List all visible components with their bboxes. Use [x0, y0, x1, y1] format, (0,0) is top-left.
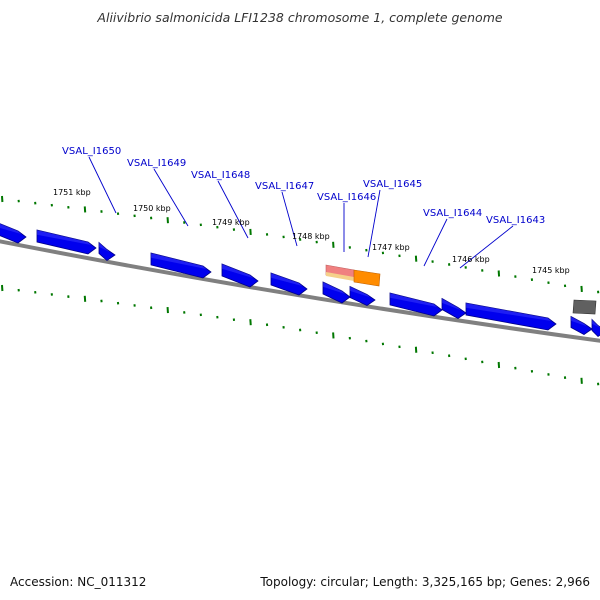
gene-label[interactable]: VSAL_I1649 [127, 158, 186, 169]
gene-label[interactable]: VSAL_I1643 [486, 215, 545, 226]
feature-block-orange[interactable] [353, 269, 381, 287]
feature-track [325, 264, 597, 315]
leader-line [281, 191, 298, 247]
tick-marks [1, 195, 600, 386]
gene-labels: VSAL_I1650 VSAL_I1649 VSAL_I1648 VSAL_I1647… [62, 146, 545, 226]
kbp-label: 1745 kbp [532, 266, 570, 275]
leader-line [217, 180, 249, 239]
gene-arrow[interactable] [389, 292, 443, 317]
gene-arrow[interactable] [322, 281, 351, 304]
leader-line [367, 189, 381, 258]
gene-label[interactable]: VSAL_I1644 [423, 208, 482, 219]
gene-arrow[interactable] [150, 252, 212, 279]
accession-text: Accession: NC_011312 [10, 575, 147, 589]
gene-label[interactable]: VSAL_I1645 [363, 179, 422, 190]
label-leader-lines [88, 156, 514, 269]
kbp-labels: 1751 kbp 1750 kbp 1749 kbp 1748 kbp 1747 kbp… [53, 188, 570, 275]
gene-arrow[interactable] [270, 272, 308, 296]
kbp-label: 1746 kbp [452, 255, 490, 264]
gene-arrow[interactable] [441, 297, 467, 319]
gene-arrow[interactable] [36, 229, 97, 255]
kbp-label: 1751 kbp [53, 188, 91, 197]
gene-arrow[interactable] [465, 302, 557, 331]
chromosome-backbone [0, 239, 600, 343]
gene-label[interactable]: VSAL_I1646 [317, 192, 376, 203]
gene-arrow[interactable] [591, 318, 600, 338]
kbp-label: 1747 kbp [372, 243, 410, 252]
kbp-label: 1749 kbp [212, 218, 250, 227]
gene-arrow[interactable] [98, 241, 116, 262]
leader-line [459, 225, 514, 269]
gene-track [0, 222, 600, 338]
feature-block-yellow[interactable] [326, 272, 354, 281]
gene-label[interactable]: VSAL_I1650 [62, 146, 121, 157]
gene-arrow[interactable] [221, 263, 259, 288]
feature-block-gray[interactable] [572, 299, 597, 315]
summary-text: Topology: circular; Length: 3,325,165 bp… [260, 575, 590, 589]
leader-line [423, 218, 448, 267]
kbp-label: 1748 kbp [292, 232, 330, 241]
kbp-label: 1750 kbp [133, 204, 171, 213]
gene-label[interactable]: VSAL_I1648 [191, 170, 250, 181]
leader-line [88, 156, 117, 214]
gene-arrow[interactable] [570, 315, 593, 335]
gene-arrow[interactable] [0, 222, 27, 244]
gene-label[interactable]: VSAL_I1647 [255, 181, 314, 192]
map-title: Aliivibrio salmonicida LFI1238 chromosom… [97, 10, 503, 25]
leader-line [153, 168, 189, 227]
gene-arrow[interactable] [349, 285, 376, 306]
